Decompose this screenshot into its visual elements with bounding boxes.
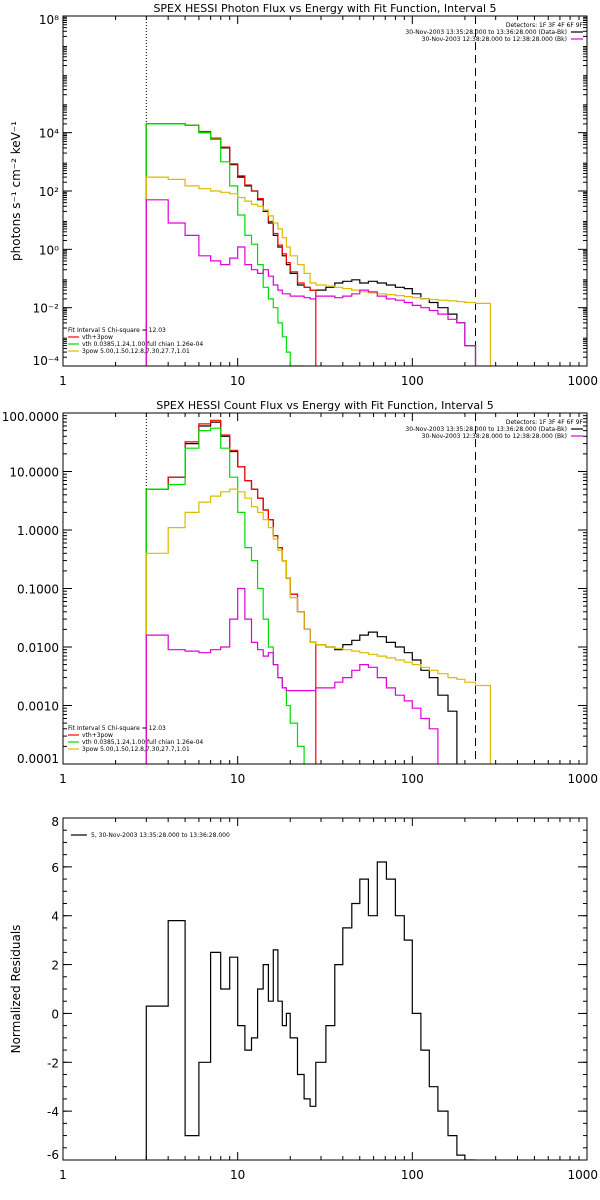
chart-title: SPEX HESSI Photon Flux vs Energy with Fi… — [153, 2, 496, 15]
x-tick-label: 1000 — [567, 374, 598, 388]
info-line: 30-Nov-2003 13:35:28.000 to 13:36:28.000… — [405, 29, 567, 36]
info-line: 30-Nov-2003 13:35:28.000 to 13:36:28.000… — [405, 426, 567, 433]
y-tick-label: 8 — [51, 815, 59, 829]
fit-legend-header: Fit Interval 5 Chi-square = 12.03 — [68, 327, 166, 334]
y-tick-label: 10⁰ — [39, 243, 59, 257]
x-tick-label: 100 — [401, 374, 424, 388]
chart-title: SPEX HESSI Count Flux vs Energy with Fit… — [156, 399, 493, 412]
y-tick-label: 0.1000 — [17, 583, 59, 597]
x-tick-label: 10 — [230, 1168, 245, 1182]
x-tick-label: 1 — [59, 374, 67, 388]
series-data-bk — [145, 421, 458, 764]
series-vth — [145, 427, 305, 764]
series-data-bk — [145, 123, 477, 366]
y-tick-label: 10⁻⁴ — [33, 354, 60, 368]
fit-legend-line: vth 0.0385,1.24,1.00 full chian 1.26e-04 — [82, 739, 203, 746]
fit-legend-line: 3pow 5.00,1.50,12.8,7.30,27.7,1.01 — [82, 348, 190, 355]
series-5-30-nov-2003-13-35-28-000-to-13-36-28-000 — [145, 861, 476, 1160]
y-tick-label: 10⁴ — [39, 127, 59, 141]
y-tick-label: 10² — [39, 185, 59, 199]
residuals-panel: Normalized Residuals 1 10 100 1000 -6 -4 -2 0 2 4 6… — [9, 815, 598, 1182]
y-tick-label: 100.0000 — [2, 410, 59, 424]
x-tick-label: 1000 — [567, 772, 598, 786]
y-tick-label: 0 — [51, 1007, 59, 1021]
plot-frame — [62, 412, 588, 765]
y-tick-label: 2 — [51, 959, 59, 973]
y-tick-label: 1.0000 — [17, 524, 59, 538]
count-flux-panel: SPEX HESSI Count Flux vs Energy with Fit… — [2, 399, 598, 786]
info-line: 30-Nov-2003 12:38:28.000 to 12:38:28.000… — [422, 36, 567, 43]
series-vth-3pow — [145, 419, 317, 764]
x-tick-label: 100 — [401, 772, 424, 786]
info-line: 30-Nov-2003 12:38:28.000 to 12:38:28.000… — [422, 433, 567, 440]
x-tick-label: 1 — [59, 772, 67, 786]
series-3pow — [145, 176, 491, 366]
y-tick-label: 10⁻² — [33, 302, 60, 316]
series-vth-3pow — [145, 123, 317, 366]
x-tick-label: 1 — [59, 1168, 67, 1182]
series-bk — [145, 199, 477, 366]
y-tick-label: 10⁸ — [39, 13, 59, 27]
y-tick-label: -4 — [47, 1105, 59, 1119]
info-line: Detectors: 1F 3F 4F 6F 9F — [506, 22, 584, 29]
y-tick-label: 0.0001 — [17, 752, 59, 766]
photon-flux-panel: SPEX HESSI Photon Flux vs Energy with Fi… — [9, 2, 598, 388]
x-tick-label: 100 — [401, 1168, 424, 1182]
x-tick-label: 10 — [230, 374, 245, 388]
plot-frame — [62, 817, 588, 1161]
residual-legend-label: 5, 30-Nov-2003 13:35:28.000 to 13:36:28.… — [91, 832, 230, 839]
y-axis-label: Normalized Residuals — [9, 925, 23, 1054]
y-tick-label: -2 — [47, 1056, 59, 1070]
fit-legend-line: vth+3pow — [82, 732, 113, 739]
y-tick-label: 10.0000 — [9, 466, 59, 480]
fit-legend-line: vth 0.0385,1.24,1.00 full chian 1.26e-04 — [82, 341, 203, 348]
y-tick-label: 0.0100 — [17, 641, 59, 655]
y-tick-label: 6 — [51, 861, 59, 875]
info-line: Detectors: 1F 3F 4F 6F 9F — [506, 419, 584, 426]
fit-legend-line: vth+3pow — [82, 334, 113, 341]
fit-legend-line: 3pow 5.00,1.50,12.8,7.30,27.7,1.01 — [82, 746, 190, 753]
plot-frame — [62, 15, 588, 367]
y-tick-label: -6 — [47, 1148, 59, 1162]
x-tick-label: 1000 — [567, 1168, 598, 1182]
series-bk — [145, 587, 439, 764]
y-tick-label: 0.0010 — [17, 700, 59, 714]
y-tick-label: 4 — [51, 910, 59, 924]
series-vth — [145, 123, 305, 366]
fit-legend-header: Fit Interval 5 Chi-square = 12.03 — [68, 725, 166, 732]
y-axis-label: photons s⁻¹ cm⁻² keV⁻¹ — [9, 121, 23, 261]
x-tick-label: 10 — [230, 772, 245, 786]
series-3pow — [145, 488, 491, 764]
